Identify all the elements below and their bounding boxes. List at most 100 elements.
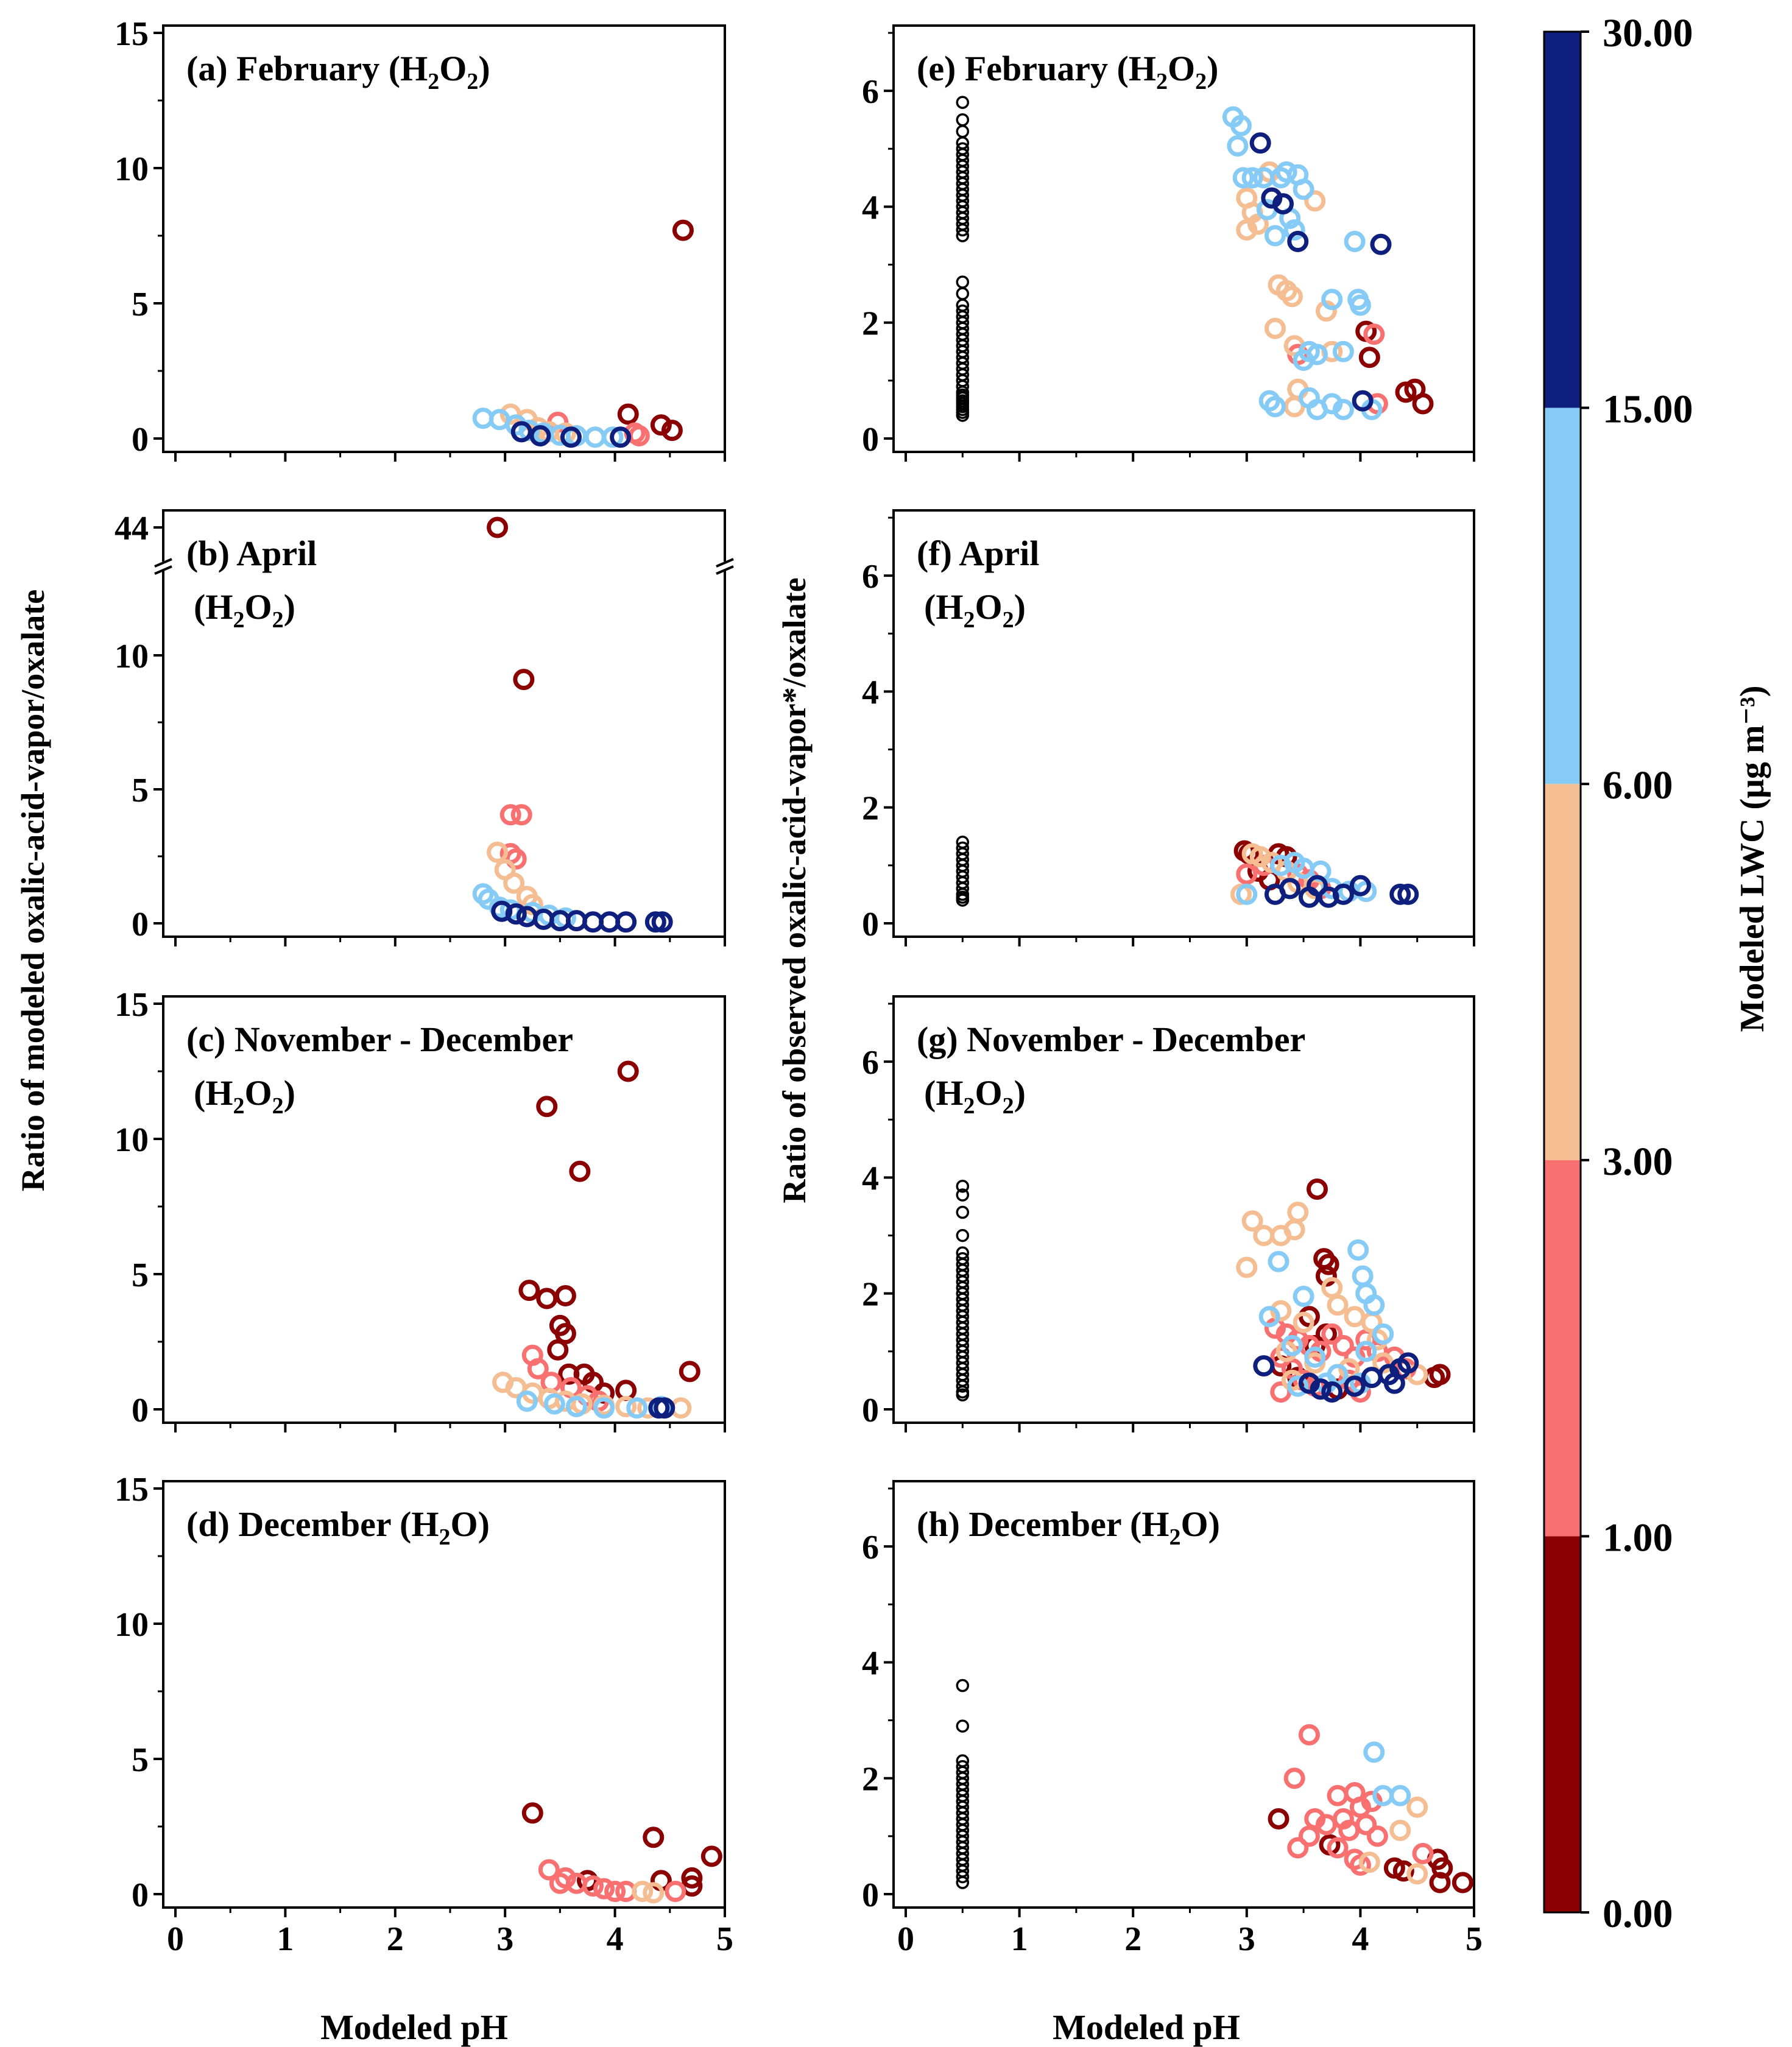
data-point — [1253, 1225, 1275, 1247]
panel-title-formula: (H2O2) — [924, 587, 1026, 633]
data-point — [1395, 381, 1417, 403]
data-point — [1258, 1306, 1280, 1328]
y-tick-label: 4 — [862, 1160, 879, 1197]
y-tick-label: 2 — [862, 1761, 879, 1799]
y-tick-label: 15 — [115, 15, 149, 53]
y-tick-label: 0 — [862, 1876, 879, 1914]
x-tick-label: 5 — [1466, 1920, 1483, 1958]
data-point — [1327, 1837, 1349, 1859]
x-tick-label: 2 — [1124, 1920, 1141, 1958]
data-point — [1406, 1863, 1428, 1885]
data-point — [1247, 213, 1269, 235]
observation-point — [956, 1188, 970, 1202]
observation-point — [956, 1754, 970, 1767]
y-tick-label: 5 — [132, 1256, 149, 1294]
panel-title: (d) December (H2O) — [186, 1504, 490, 1550]
data-point — [1283, 1767, 1305, 1789]
panel-frame — [162, 1480, 726, 1909]
y-tick-label: 0 — [862, 421, 879, 459]
y-tick-label: 6 — [862, 73, 879, 111]
y-tick-label: 5 — [132, 772, 149, 809]
data-point — [1397, 883, 1419, 905]
panel-h: 0 2 4 6 0 1 2 3 4 5 (h) December (H2O) — [862, 1480, 1483, 1958]
y-tick-label: 2 — [862, 305, 879, 343]
data-point — [521, 1802, 543, 1824]
data-point — [1344, 1375, 1366, 1397]
x-tick-label: 4 — [607, 1920, 624, 1958]
data-point — [554, 1323, 576, 1345]
panel-title: (c) November - December — [186, 1020, 573, 1059]
data-point — [547, 1339, 569, 1361]
data-point — [499, 804, 521, 826]
y-tick-label: 4 — [862, 1644, 879, 1682]
x-tick-label: 1 — [277, 1920, 294, 1958]
data-point — [536, 1096, 558, 1118]
data-point — [626, 1397, 648, 1419]
panel-title: (a) February (H2O2) — [186, 49, 490, 94]
colorbar-segment — [1544, 784, 1581, 1160]
data-point — [1406, 1796, 1428, 1818]
data-point — [491, 900, 513, 922]
data-point — [1349, 1854, 1371, 1876]
panel-d: 0 5 10 15 0 1 2 3 4 5 (d) December (H2O) — [115, 1471, 733, 1958]
data-point — [1227, 135, 1249, 157]
y-tick-label: 15 — [115, 986, 149, 1024]
data-point — [615, 1396, 637, 1418]
panel-title: (f) April — [917, 534, 1039, 573]
panel-title-formula: (H2O2) — [924, 1073, 1026, 1119]
observation-point — [956, 1679, 970, 1693]
data-point — [1275, 161, 1297, 183]
colorbar-tick-label: 3.00 — [1603, 1140, 1673, 1184]
data-point — [1306, 1178, 1328, 1200]
data-point — [1293, 350, 1314, 372]
data-point — [487, 841, 509, 863]
data-point — [1264, 396, 1286, 418]
data-point — [1306, 875, 1328, 897]
data-point — [1358, 347, 1380, 368]
data-point — [1429, 1872, 1451, 1894]
observation-point — [956, 304, 970, 318]
data-point — [651, 911, 673, 933]
data-point — [617, 403, 639, 425]
data-point — [679, 1361, 700, 1383]
data-point — [1347, 1239, 1369, 1261]
y-tick-label-break: 44 — [115, 510, 149, 548]
y-tick-label: 4 — [862, 189, 879, 227]
data-point — [617, 1060, 639, 1082]
observation-point — [956, 124, 970, 138]
data-point — [1431, 1857, 1453, 1879]
data-point — [1352, 390, 1374, 412]
y-tick-label: 5 — [132, 1741, 149, 1779]
data-point — [516, 1390, 538, 1412]
data-point — [1287, 1375, 1309, 1397]
observation-point — [956, 841, 970, 855]
x-tick-label: 5 — [716, 1920, 733, 1958]
y-tick-label: 0 — [132, 1392, 149, 1429]
data-point — [665, 1881, 686, 1903]
data-point — [1412, 393, 1434, 415]
data-point — [510, 804, 532, 826]
panel-frame — [892, 995, 1475, 1424]
left-x-axis-label: Modeled pH — [320, 2007, 508, 2047]
data-point — [1281, 286, 1303, 308]
data-point — [602, 426, 624, 448]
x-tick-label: 0 — [897, 1920, 914, 1958]
observation-point — [956, 1205, 970, 1219]
panel-frame — [162, 509, 726, 938]
observation-point — [956, 142, 970, 156]
colorbar-tick-label: 1.00 — [1603, 1515, 1673, 1560]
data-point — [536, 1288, 558, 1309]
axis-break-right — [716, 558, 734, 575]
x-tick-label: 0 — [167, 1920, 184, 1958]
observation-point — [956, 96, 970, 109]
data-point — [1363, 323, 1385, 345]
y-tick-label: 0 — [132, 906, 149, 943]
colorbar-tick-label: 30.00 — [1603, 11, 1693, 55]
data-point — [538, 1859, 560, 1881]
data-point — [1293, 1285, 1314, 1307]
data-point — [1344, 231, 1366, 253]
data-point — [604, 1881, 626, 1903]
observation-point — [956, 1246, 970, 1260]
y-tick-label: 0 — [132, 421, 149, 459]
colorbar-label: Modeled LWC (μg m⁻³) — [1734, 685, 1771, 1032]
